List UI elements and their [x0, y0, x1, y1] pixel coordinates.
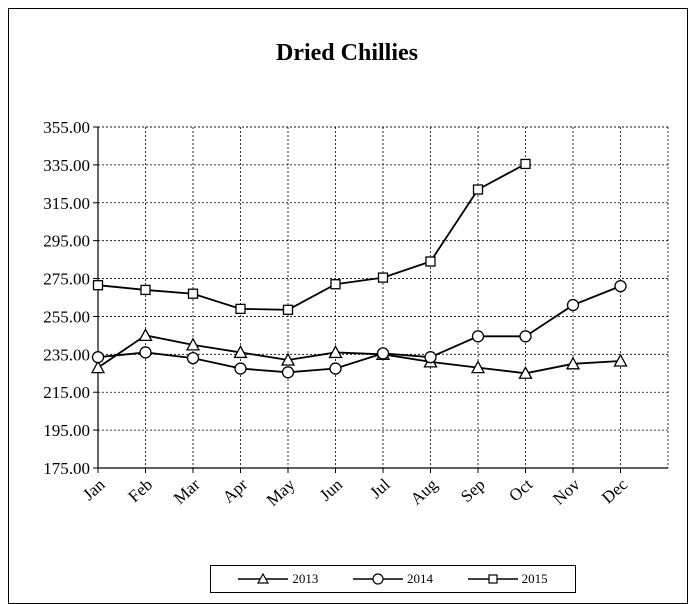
- x-tick-label: Nov: [549, 475, 584, 509]
- point-2015: [140, 284, 151, 296]
- y-tick-label: 355.00: [43, 118, 90, 137]
- x-tick-label: Aug: [407, 475, 442, 509]
- x-tick-label: Oct: [505, 475, 536, 506]
- point-2013: [565, 356, 581, 370]
- point-2014: [376, 347, 390, 360]
- point-2015: [187, 288, 199, 299]
- series-line-2014: [97, 285, 621, 374]
- x-tick-label: Mar: [170, 475, 204, 508]
- point-2014: [329, 362, 342, 375]
- x-tick-label: Jan: [79, 475, 109, 505]
- point-2014: [234, 362, 247, 375]
- x-tick-label: Jun: [316, 475, 347, 505]
- point-2013: [233, 345, 248, 359]
- y-tick-label: 335.00: [43, 156, 90, 175]
- point-2014: [471, 330, 485, 343]
- legend-line-circle-icon: [352, 573, 403, 585]
- point-2015: [425, 256, 436, 267]
- y-tick-label: 215.00: [43, 383, 90, 402]
- point-2014: [519, 330, 532, 343]
- point-2014: [186, 351, 200, 365]
- point-2014: [281, 366, 295, 379]
- point-2013: [138, 328, 153, 342]
- legend-item-2013: 2013: [238, 571, 318, 587]
- point-2014: [139, 346, 152, 359]
- point-2015: [472, 184, 484, 195]
- legend-label-2013: 2013: [292, 571, 319, 586]
- legend-line-square-icon: [467, 574, 518, 584]
- point-2013: [90, 360, 106, 374]
- point-2013: [280, 352, 296, 366]
- y-tick-label: 235.00: [43, 345, 90, 364]
- legend-item-2015: 2015: [467, 571, 548, 587]
- point-2013: [328, 345, 343, 359]
- legend: 2013 2014 2015: [210, 565, 576, 593]
- point-2015: [520, 158, 531, 170]
- point-2014: [614, 279, 627, 293]
- y-tick-label: 315.00: [43, 194, 90, 213]
- y-tick-label: 275.00: [43, 270, 90, 289]
- point-2013: [518, 365, 533, 379]
- y-tick-label: 295.00: [43, 232, 90, 251]
- x-tick-label: Jul: [366, 475, 394, 503]
- point-2014: [566, 298, 580, 312]
- legend-line-triangle-icon: [238, 573, 289, 584]
- legend-label-2015: 2015: [521, 571, 548, 586]
- point-2013: [470, 360, 486, 374]
- chart-title: Dried Chillies: [276, 40, 418, 66]
- x-tick-label: Feb: [125, 475, 157, 506]
- series-line-2015: [97, 163, 526, 311]
- point-2013: [613, 353, 628, 367]
- point-2013: [185, 337, 201, 351]
- point-2015: [282, 304, 294, 315]
- legend-item-2014: 2014: [352, 571, 433, 587]
- point-2015: [377, 272, 389, 283]
- y-tick-label: 175.00: [43, 459, 90, 478]
- x-tick-label: Apr: [219, 475, 252, 507]
- point-2015: [330, 279, 341, 290]
- y-tick-label: 195.00: [43, 421, 90, 440]
- x-tick-label: May: [263, 475, 299, 510]
- series-line-2013: [97, 334, 621, 375]
- point-2015: [92, 280, 104, 291]
- x-tick-label: Sep: [457, 475, 489, 506]
- point-2014: [91, 351, 105, 364]
- point-2015: [235, 303, 246, 315]
- legend-label-2014: 2014: [406, 571, 433, 586]
- point-2014: [424, 351, 437, 364]
- x-tick-label: Dec: [598, 475, 631, 508]
- y-tick-label: 255.00: [43, 307, 90, 326]
